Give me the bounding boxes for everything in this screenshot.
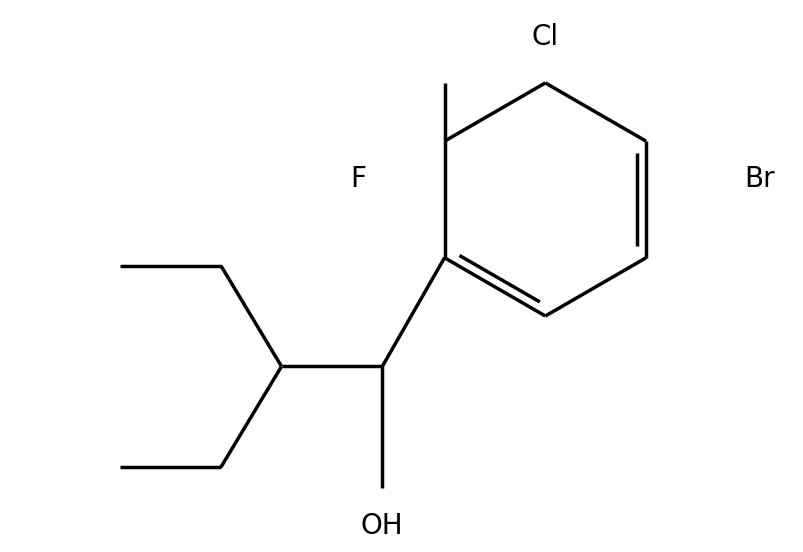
Text: Cl: Cl xyxy=(531,23,558,51)
Text: OH: OH xyxy=(361,512,403,540)
Text: Br: Br xyxy=(744,165,774,193)
Text: F: F xyxy=(350,165,366,193)
